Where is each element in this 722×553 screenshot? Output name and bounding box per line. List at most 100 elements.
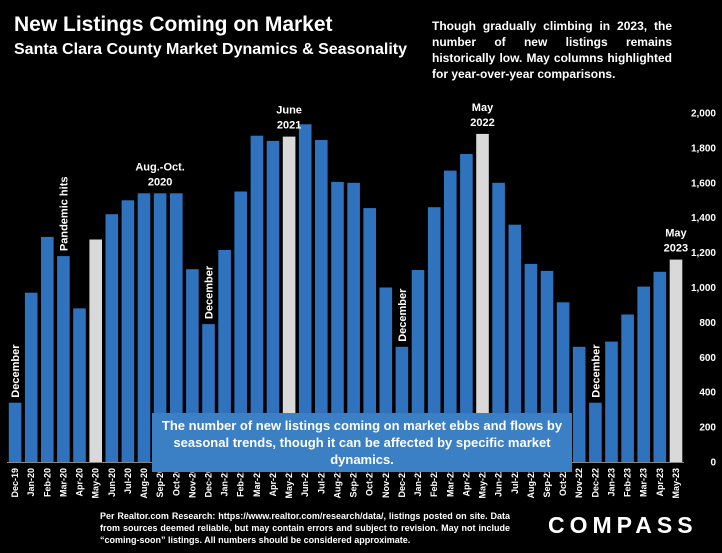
annotation-label: December — [10, 344, 22, 398]
x-tick-label: Nov-22 — [574, 468, 584, 498]
bar-jun-20 — [105, 214, 119, 462]
y-tick-label: 1,600 — [691, 178, 716, 189]
y-tick-label: 1,400 — [691, 213, 716, 224]
x-tick-label: Jun-21 — [300, 468, 310, 497]
y-tick-label: 1,200 — [691, 248, 716, 259]
annotation-label: May 2022 — [470, 102, 494, 129]
x-tick-label: Jan-20 — [26, 468, 36, 497]
bar-feb-22 — [427, 207, 441, 462]
x-tick-label: Feb-23 — [623, 468, 633, 497]
x-tick-label: Dec-22 — [590, 468, 600, 498]
annotation-label: June 2021 — [276, 105, 302, 132]
annotation-label: Aug.-Oct. 2020 — [135, 161, 185, 188]
x-tick-label: Sep-20 — [155, 468, 165, 498]
x-tick-label: Apr-21 — [268, 468, 278, 497]
x-tick-label: Jul-21 — [316, 468, 326, 494]
chart-subtitle: Santa Clara County Market Dynamics & Sea… — [14, 41, 408, 58]
x-tick-label: Oct-20 — [171, 468, 181, 496]
bar-sep-20 — [153, 193, 167, 463]
bar-jul-20 — [121, 200, 135, 463]
x-tick-label: Jan-22 — [413, 468, 423, 497]
y-tick-label: 600 — [699, 353, 716, 364]
bar-jun-21 — [298, 124, 312, 463]
bar-aug-20 — [137, 193, 151, 463]
x-tick-label: Jun-22 — [494, 468, 504, 497]
x-tick-label: Dec-21 — [397, 468, 407, 498]
bar-mar-21 — [250, 135, 264, 462]
x-tick-label: Mar-21 — [252, 468, 262, 497]
bar-mar-22 — [444, 170, 457, 462]
x-tick-label: Sep-22 — [542, 468, 552, 498]
annotation-label: Pandemic hits — [58, 177, 70, 252]
annotation-label: May 2023 — [664, 228, 688, 255]
y-tick-label: 0 — [710, 458, 716, 469]
x-tick-label: Nov-21 — [381, 468, 391, 498]
y-tick-label: 1,000 — [691, 283, 716, 294]
x-tick-label: Mar-22 — [445, 468, 455, 497]
bar-apr-21 — [266, 140, 280, 462]
bar-jul-22 — [508, 224, 522, 462]
annotation-label: December — [397, 288, 409, 342]
x-tick-label: Jan-23 — [607, 468, 617, 497]
y-tick-label: 1,800 — [691, 143, 716, 154]
brand-logo: COMPASS — [548, 512, 698, 538]
bar-jan-21 — [218, 250, 231, 462]
bar-feb-21 — [234, 191, 247, 462]
x-tick-label: Oct-22 — [558, 468, 568, 496]
x-tick-label: May-20 — [91, 468, 101, 499]
x-tick-label: Apr-23 — [655, 468, 665, 497]
bar-apr-20 — [73, 308, 86, 462]
x-tick-label: Aug-22 — [526, 468, 536, 499]
bar-oct-21 — [363, 208, 376, 462]
bar-may-21 — [282, 136, 296, 462]
bar-aug-22 — [524, 263, 538, 462]
x-tick-label: Sep-21 — [349, 468, 359, 498]
bar-feb-23 — [621, 314, 634, 462]
bar-dec-19 — [8, 402, 22, 462]
bar-may-20 — [89, 239, 102, 462]
bar-dec-22 — [589, 402, 602, 462]
chart-description: Though gradually climbing in 2023, the n… — [432, 19, 672, 81]
x-tick-label: Feb-21 — [236, 468, 246, 497]
x-tick-label: May-23 — [671, 468, 681, 499]
bar-jan-23 — [605, 341, 618, 462]
x-tick-label: Feb-22 — [429, 468, 439, 497]
bar-sep-21 — [347, 182, 360, 463]
y-tick-label: 200 — [699, 423, 716, 434]
bar-may-23 — [669, 259, 683, 462]
annotation-label: December — [204, 265, 216, 319]
bar-nov-22 — [572, 346, 586, 462]
x-tick-label: May-22 — [478, 468, 488, 499]
x-tick-label: Aug-21 — [332, 468, 342, 499]
bar-may-22 — [476, 133, 489, 462]
x-tick-label: Apr-22 — [461, 468, 471, 497]
source-note: Per Realtor.com Research: https://www.re… — [100, 511, 510, 545]
annotation-label: December — [590, 344, 602, 398]
x-tick-label: Feb-20 — [42, 468, 52, 497]
x-tick-label: Jul-22 — [510, 468, 520, 494]
bar-jun-22 — [492, 182, 505, 463]
x-tick-label: Nov-20 — [187, 468, 197, 498]
bar-jul-21 — [315, 140, 328, 462]
chart-title: New Listings Coming on Market — [14, 13, 333, 36]
bar-aug-21 — [331, 181, 344, 462]
x-tick-label: Jan-21 — [220, 468, 230, 497]
x-tick-label: Apr-20 — [75, 468, 85, 497]
bar-apr-22 — [460, 154, 473, 462]
x-tick-label: Dec-20 — [204, 468, 214, 498]
x-tick-label: Dec-19 — [10, 468, 20, 498]
x-tick-label: Mar-23 — [639, 468, 649, 497]
bar-mar-20 — [57, 256, 70, 462]
bar-jan-20 — [24, 292, 38, 462]
bar-mar-23 — [637, 286, 650, 462]
x-tick-label: Jun-20 — [107, 468, 117, 497]
x-tick-label: Jul-20 — [123, 468, 133, 494]
callout-box: The number of new listings coming on mar… — [152, 413, 572, 472]
x-tick-label: Oct-21 — [365, 468, 375, 496]
y-tick-label: 2,000 — [691, 109, 716, 120]
bar-apr-23 — [653, 271, 667, 462]
y-tick-label: 400 — [699, 388, 716, 399]
x-tick-label: Mar-20 — [58, 468, 68, 497]
bar-feb-20 — [41, 236, 54, 462]
